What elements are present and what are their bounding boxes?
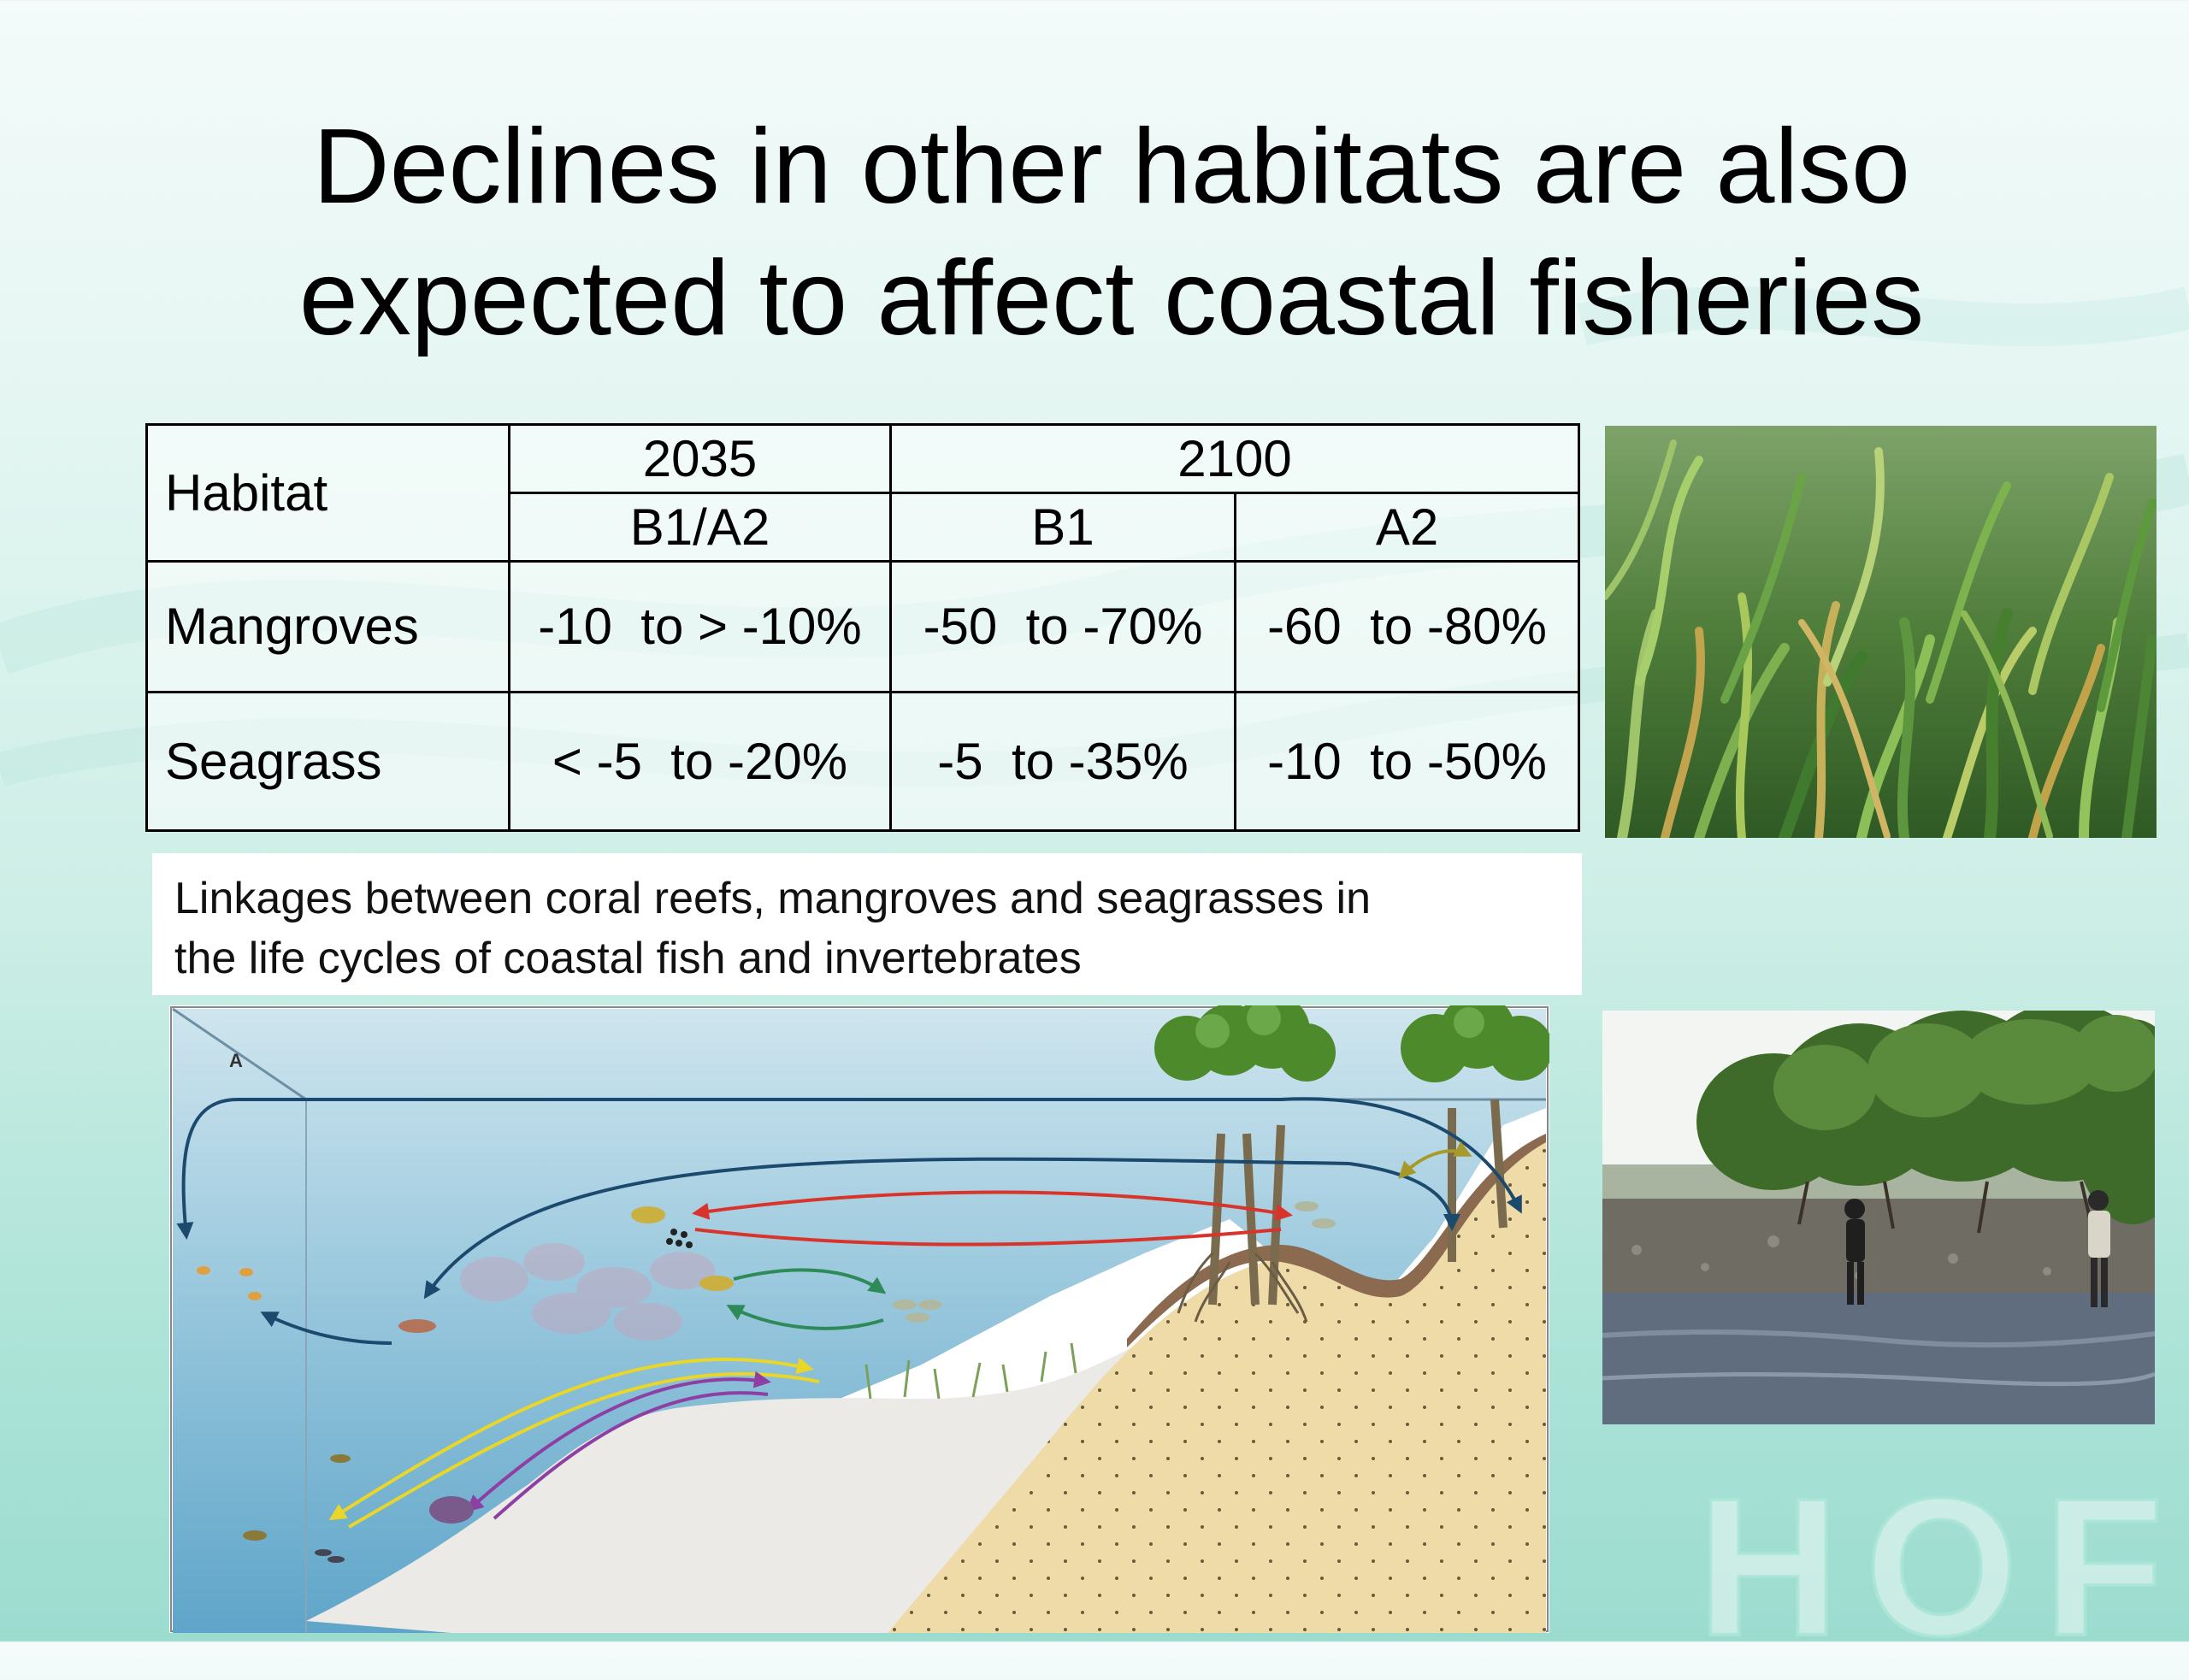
green-arrow-top: [733, 1268, 887, 1294]
scenario-b1-header: B1: [889, 492, 1236, 563]
year-2100-header: 2100: [888, 422, 1581, 495]
habitat-header: Habitat: [145, 422, 510, 563]
value-cell: -10 to > -10%: [508, 560, 892, 693]
green-arrow-bottom: [726, 1305, 884, 1330]
title-line-1: Declines in other habitats are also: [313, 108, 1910, 226]
habitat-cell: Seagrass: [145, 690, 510, 833]
value-cell: -60 to -80%: [1233, 560, 1581, 693]
scenario-a2-header: A2: [1233, 492, 1581, 563]
purple-arrow-2: [493, 1391, 769, 1520]
sand-land: [888, 1134, 1546, 1633]
habitat-decline-table: Habitat 2035 2100 B1/A2 B1 A2 Mangroves …: [145, 422, 1581, 833]
habitat-linkage-diagram: A: [169, 993, 1553, 1633]
red-arrow: [692, 1190, 1293, 1222]
seagrass-photo: [1605, 426, 2157, 838]
purple-arrow-1: [466, 1371, 771, 1512]
table-row: Seagrass < -5 to -20% -5 to -35% -10 to …: [145, 690, 1581, 833]
watermark-logo: HOF: [1696, 1455, 2189, 1678]
table-subheader-row: B1/A2 B1 A2: [147, 492, 1581, 563]
title-line-2: expected to affect coastal fisheries: [298, 239, 1925, 357]
diagram-panel-label: A: [229, 1050, 243, 1071]
mangrove-photo: [1602, 1011, 2155, 1424]
table-row: Mangroves -10 to > -10% -50 to -70% -60 …: [145, 560, 1581, 693]
person-right: [2088, 1190, 2110, 1307]
value-cell: -5 to -35%: [889, 690, 1236, 833]
fish-icons: [197, 1201, 1336, 1563]
olive-arrow: [1398, 1141, 1472, 1179]
navy-arrow-mid: [1348, 1162, 1460, 1231]
slide-title: Declines in other habitats are also expe…: [86, 101, 2138, 364]
caption-line-2: the life cycles of coastal fish and inve…: [174, 934, 1082, 983]
habitat-cell: Mangroves: [145, 560, 510, 693]
mangrove-trees: [1154, 993, 1553, 1323]
scenario-b1a2-header: B1/A2: [508, 492, 892, 563]
caption-line-1: Linkages between coral reefs, mangroves …: [174, 874, 1372, 923]
value-cell: -50 to -70%: [889, 560, 1236, 693]
person-left: [1844, 1199, 1865, 1305]
navy-arrow-short: [260, 1312, 392, 1345]
value-cell: < -5 to -20%: [508, 690, 892, 833]
table-header-row: Habitat 2035 2100: [145, 422, 1581, 563]
navy-arrow-long: [1280, 1097, 1522, 1214]
value-cell: -10 to -50%: [1233, 690, 1581, 833]
year-2035-header: 2035: [508, 422, 892, 495]
diagram-caption: Linkages between coral reefs, mangroves …: [152, 853, 1582, 995]
